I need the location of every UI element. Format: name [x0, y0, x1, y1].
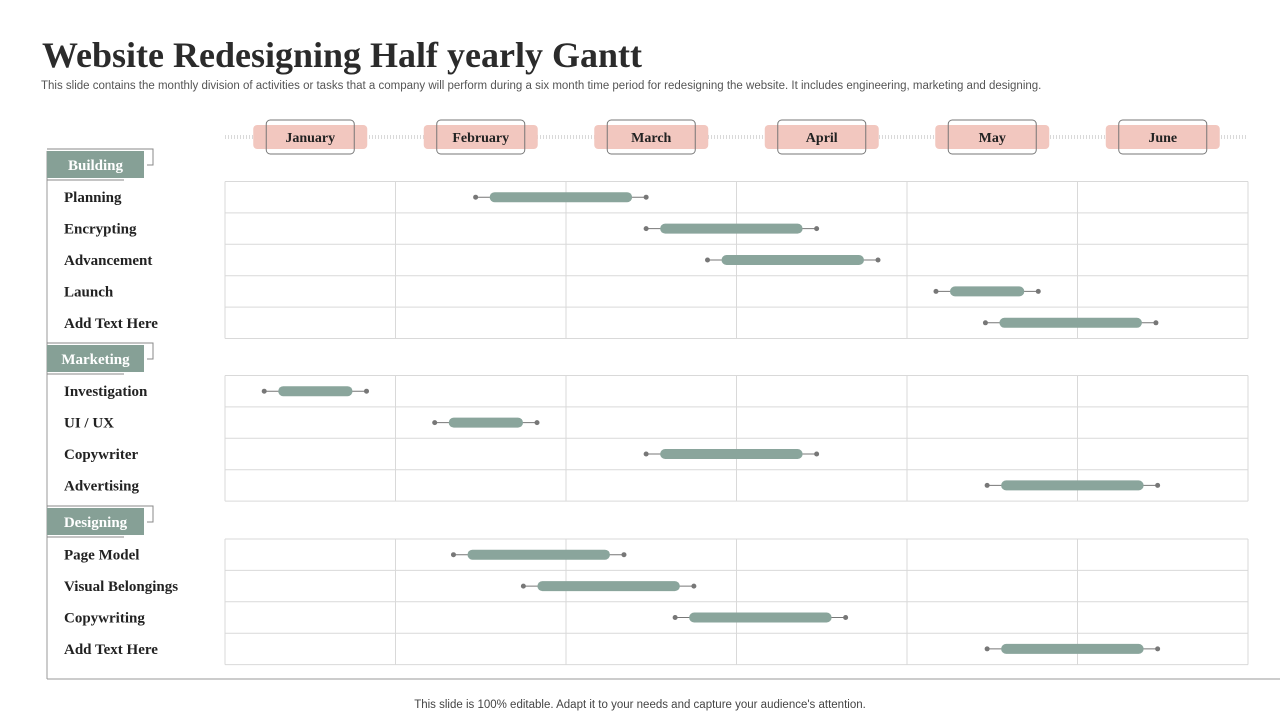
month-header-pill: [1105, 125, 1220, 149]
task-bar-building-advancement: [721, 255, 865, 265]
task-label-designing-visual-belongings: Visual Belongings: [64, 579, 178, 595]
month-label-march: March: [631, 131, 671, 146]
month-label-may: May: [979, 131, 1006, 146]
month-label-june: June: [1148, 131, 1177, 146]
group-tab-bracket: [47, 505, 154, 523]
task-start-marker: [982, 320, 988, 326]
month-header-frame: [265, 119, 355, 155]
task-label-designing-add-text-here: Add Text Here: [64, 642, 158, 658]
task-start-marker: [261, 388, 267, 394]
task-start-marker: [672, 615, 678, 620]
task-bar-marketing-advertising: [1001, 480, 1144, 491]
task-end-marker: [621, 552, 627, 558]
task-label-marketing-advertising: Advertising: [64, 478, 140, 494]
task-end-marker: [1155, 482, 1161, 488]
slide-title: Website Redesigning Half yearly Gantt: [42, 35, 642, 75]
task-end-marker: [534, 420, 540, 426]
month-header-pill: [423, 125, 538, 149]
task-bar-building-launch: [949, 286, 1025, 297]
slide-subtitle: This slide contains the monthly division…: [41, 80, 1042, 92]
task-bar-marketing-copywriter: [660, 449, 803, 459]
month-label-february: February: [452, 131, 509, 146]
task-start-marker: [643, 451, 649, 457]
task-end-marker: [364, 388, 370, 394]
task-end-marker: [643, 194, 649, 200]
month-label-january: January: [285, 131, 335, 146]
task-label-building-launch: Launch: [64, 284, 114, 300]
task-end-marker: [1153, 320, 1159, 326]
task-bar-designing-visual-belongings: [537, 581, 680, 592]
task-end-marker: [875, 257, 881, 263]
task-start-marker: [432, 420, 438, 426]
slide-footer: This slide is 100% editable. Adapt it to…: [414, 699, 866, 711]
task-label-designing-copywriting: Copywriting: [64, 611, 145, 627]
task-end-marker: [843, 615, 849, 620]
month-label-april: April: [806, 131, 838, 146]
month-header-frame: [606, 119, 696, 155]
task-label-building-advancement: Advancement: [64, 253, 152, 269]
month-header-frame: [947, 119, 1037, 155]
task-end-marker: [814, 451, 820, 457]
task-start-marker: [473, 194, 479, 200]
task-label-marketing-copywriter: Copywriter: [64, 447, 138, 463]
group-tab-designing: [47, 508, 144, 535]
task-label-designing-page-model: Page Model: [64, 548, 139, 564]
task-label-building-encrypting: Encrypting: [64, 222, 137, 238]
task-start-marker: [450, 552, 456, 558]
task-bar-designing-copywriting: [689, 612, 832, 623]
group-tab-bracket: [47, 148, 154, 166]
group-tab-bracket: [47, 342, 154, 360]
group-label-building: Building: [68, 158, 124, 174]
task-bar-designing-page-model: [467, 549, 610, 560]
task-start-marker: [705, 257, 711, 263]
task-label-marketing-investigation: Investigation: [64, 384, 148, 400]
task-end-marker: [814, 226, 820, 232]
task-start-marker: [984, 646, 990, 652]
task-bar-building-add-text-here: [999, 317, 1142, 328]
task-label-building-planning: Planning: [64, 190, 122, 206]
task-start-marker: [643, 226, 649, 232]
month-header-frame: [777, 119, 867, 155]
month-header-pill: [935, 125, 1050, 149]
group-label-designing: Designing: [64, 515, 128, 531]
month-header-pill: [594, 125, 709, 149]
month-header-pill: [764, 125, 879, 149]
task-end-marker: [1035, 288, 1041, 294]
task-start-marker: [984, 482, 990, 488]
task-bar-marketing-ui-ux: [448, 417, 524, 428]
task-bar-building-encrypting: [660, 223, 803, 234]
group-label-marketing: Marketing: [61, 352, 130, 368]
task-bar-building-planning: [489, 192, 633, 203]
task-bar-designing-add-text-here: [1001, 643, 1144, 654]
month-header-frame: [1118, 119, 1208, 155]
task-label-building-add-text-here: Add Text Here: [64, 316, 158, 332]
task-bar-marketing-investigation: [278, 386, 353, 397]
month-header-pill: [253, 125, 368, 149]
group-tab-marketing: [47, 345, 144, 372]
group-tab-building: [47, 151, 144, 178]
task-end-marker: [691, 583, 697, 589]
task-label-marketing-ui-ux: UI / UX: [64, 416, 114, 432]
gantt-chart: January February March April May June Building…: [46, 119, 1280, 680]
task-start-marker: [933, 288, 939, 294]
month-header-frame: [436, 119, 526, 155]
task-end-marker: [1155, 646, 1161, 652]
task-start-marker: [520, 583, 526, 589]
